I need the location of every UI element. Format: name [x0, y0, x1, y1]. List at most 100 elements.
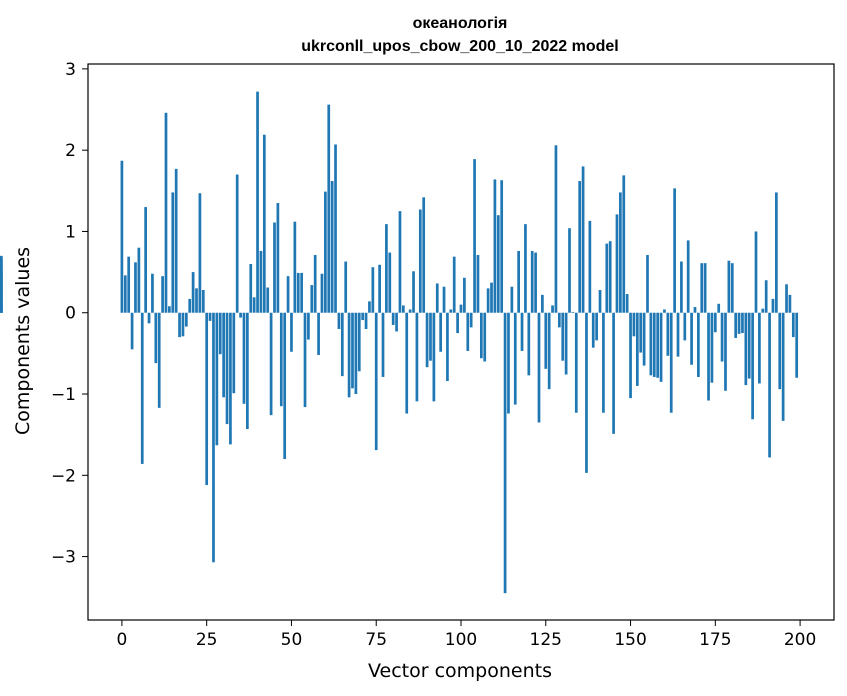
bar-153	[639, 312, 643, 353]
bar-117	[517, 250, 520, 313]
x-tick-label: 50	[281, 630, 303, 650]
bar-41	[259, 250, 263, 313]
bar-20	[188, 298, 192, 313]
bar-197	[788, 294, 792, 313]
bar-17	[178, 312, 181, 338]
bar-191	[768, 312, 771, 458]
bar-39	[252, 297, 256, 313]
bar-62	[330, 181, 334, 313]
bar-171	[700, 263, 704, 313]
bar-174	[710, 312, 714, 383]
bar-134	[574, 312, 578, 413]
bar-50	[290, 312, 293, 352]
bar-92	[432, 312, 436, 402]
bar-75	[374, 312, 378, 451]
bar-65	[340, 312, 344, 377]
bar-9	[151, 273, 154, 313]
bar-47	[279, 312, 283, 407]
x-axis-label: Vector components	[368, 660, 552, 682]
bar-146	[615, 214, 619, 313]
bar-144	[608, 241, 612, 313]
bar-128	[554, 145, 558, 313]
bar-179	[727, 260, 731, 313]
bar-122	[534, 252, 537, 313]
bar-169	[693, 307, 697, 313]
bar-173	[707, 312, 710, 401]
bars-group	[0, 91, 799, 594]
bar-3	[130, 312, 134, 350]
bar-115	[510, 286, 514, 313]
bar-91	[429, 312, 432, 361]
bar-12	[161, 276, 164, 313]
bar-192	[771, 298, 775, 313]
bar-60	[324, 191, 327, 313]
x-tick-label: 125	[530, 630, 562, 650]
plot-frame	[87, 63, 835, 621]
bar-61	[327, 104, 331, 313]
bar-29	[218, 312, 222, 355]
bar-90	[425, 312, 429, 368]
bar-124	[541, 294, 544, 313]
bar-136	[581, 166, 585, 313]
bar-145	[612, 312, 615, 434]
x-tick-label: 150	[614, 630, 646, 650]
bar-11	[157, 312, 161, 408]
bar-168	[690, 312, 693, 365]
bar-71	[361, 312, 365, 321]
x-tick-label: 75	[365, 630, 387, 650]
bar-112	[500, 180, 504, 313]
bar-6	[140, 312, 144, 464]
x-tick-label: 25	[196, 630, 218, 650]
bar-88	[418, 209, 422, 313]
bar-19	[184, 312, 188, 327]
bar-21	[191, 272, 195, 313]
bar-97	[449, 309, 453, 313]
bar-135	[578, 181, 582, 313]
bar-132	[568, 228, 571, 313]
bar-58	[317, 312, 320, 356]
bar-42	[262, 134, 266, 313]
bar-194	[778, 312, 782, 390]
bar-195	[781, 312, 785, 421]
bar-26	[208, 312, 212, 321]
bar-2	[127, 256, 131, 313]
bar-30	[222, 312, 225, 398]
bar-177	[720, 312, 724, 362]
bar-180	[730, 263, 734, 313]
bar-94	[439, 312, 443, 352]
bar-113	[503, 312, 507, 594]
bar-24	[201, 289, 205, 313]
bar-129	[557, 312, 561, 328]
bar-93	[435, 283, 439, 313]
bar-101	[463, 277, 466, 313]
bar-98	[452, 256, 456, 313]
bar-1	[123, 275, 127, 313]
bar-70	[357, 312, 361, 372]
bar-184	[744, 312, 748, 386]
bar-198	[791, 312, 795, 338]
bar-46	[276, 203, 280, 313]
bar-183	[741, 312, 744, 334]
bar-43	[266, 287, 270, 313]
bar-89	[422, 197, 426, 313]
bar-190	[764, 280, 768, 313]
bar-76	[378, 264, 381, 313]
bar-185	[747, 312, 751, 379]
bar-123	[537, 312, 541, 423]
bar-34	[235, 174, 239, 313]
bar-100	[459, 304, 463, 313]
bar-148	[622, 175, 626, 313]
bar-149	[625, 294, 629, 313]
bar-133	[571, 311, 575, 313]
bar-147	[619, 192, 622, 313]
bar-48	[283, 312, 287, 460]
bar-25	[205, 312, 209, 486]
bar-95	[442, 286, 446, 313]
bar-107	[483, 312, 487, 362]
bar-83	[402, 305, 405, 313]
bar-178	[724, 312, 727, 391]
bar-18	[181, 312, 185, 337]
chart-subtitle: ukrconll_upos_cbow_200_10_2022 model	[301, 38, 618, 55]
bar-52	[296, 272, 300, 313]
